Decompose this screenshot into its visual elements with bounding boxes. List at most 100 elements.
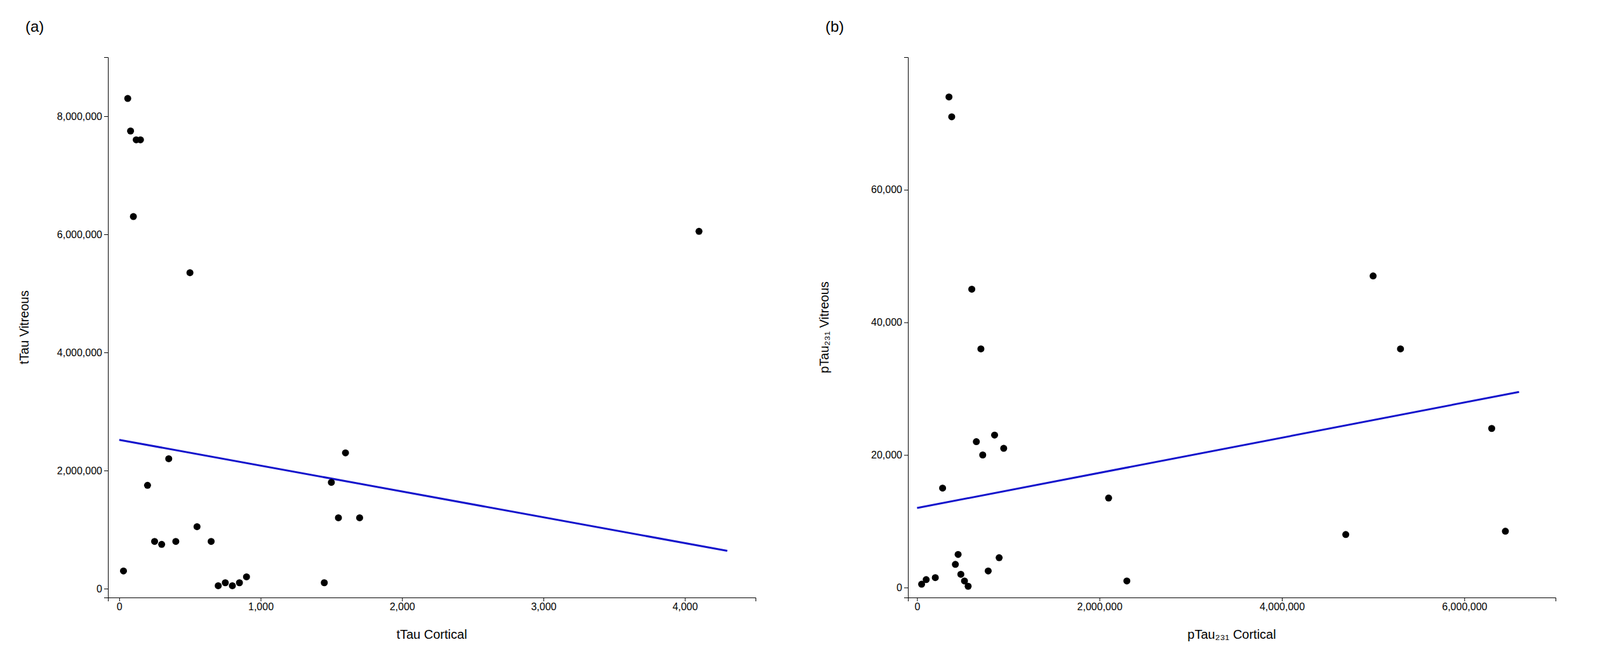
point <box>979 451 987 459</box>
axis-line <box>904 57 909 599</box>
tick-mark <box>1099 597 1101 602</box>
tick-mark <box>104 116 108 117</box>
tick: 4,000,000 <box>57 347 108 359</box>
point <box>120 567 127 575</box>
chart-root: 01,0002,0003,0004,00002,000,0004,000,000… <box>0 0 1600 661</box>
tick: 0 <box>914 597 920 613</box>
point <box>977 345 985 353</box>
plot-area: 01,0002,0003,0004,00002,000,0004,000,000… <box>57 57 757 613</box>
tick: 60,000 <box>871 184 908 195</box>
tick-mark <box>904 189 908 191</box>
point <box>335 514 343 522</box>
point <box>964 582 972 590</box>
tick: 4,000,000 <box>1259 597 1305 613</box>
tick-mark <box>1281 597 1283 602</box>
point <box>327 478 335 486</box>
tick-label: 4,000,000 <box>57 347 103 359</box>
y-axis: 0 2,000,000 4,000,000 6,000,000 8,000,000 <box>57 57 109 599</box>
tick: 0 <box>96 583 108 595</box>
tick-label: 2,000,000 <box>57 465 103 477</box>
x-axis-title: pTau₂₃₁ Cortical <box>1187 627 1276 642</box>
point <box>954 551 962 559</box>
marks <box>119 95 728 590</box>
point <box>126 127 134 135</box>
tick: 40,000 <box>871 316 908 328</box>
tick-label: 0 <box>914 601 920 613</box>
x-axis: 0 2,000,000 4,000,000 6,000,000 <box>908 597 1557 613</box>
x-axis-title: tTau Cortical <box>396 627 467 642</box>
axis-line <box>104 57 109 599</box>
point <box>972 438 980 446</box>
point <box>995 554 1003 562</box>
point <box>991 431 999 439</box>
point <box>221 579 229 587</box>
tick-label: 20,000 <box>871 449 903 461</box>
tick: 20,000 <box>871 449 908 461</box>
point <box>207 537 215 545</box>
axis-line <box>908 598 1557 602</box>
tick: 0 <box>896 582 908 594</box>
tick: 6,000,000 <box>57 229 108 240</box>
tick-label: 4,000 <box>672 601 698 613</box>
tick-label: 2,000,000 <box>1077 601 1123 613</box>
tick-mark <box>104 470 108 472</box>
x-axis: 01,0002,0003,0004,000 <box>108 597 757 613</box>
point <box>144 481 152 489</box>
tick-mark <box>1464 597 1465 602</box>
point <box>158 540 166 548</box>
y-axis: 0 20,000 40,000 60,000 <box>871 57 908 599</box>
point <box>193 523 201 531</box>
marks <box>916 93 1519 590</box>
trend-line <box>916 391 1519 508</box>
point <box>1488 424 1496 432</box>
tick-mark <box>104 588 108 590</box>
tick-mark <box>685 597 686 602</box>
point <box>130 213 138 221</box>
point <box>1396 345 1404 353</box>
point <box>939 484 947 492</box>
point <box>968 285 976 293</box>
point <box>186 269 194 277</box>
point <box>932 573 940 581</box>
point <box>236 579 244 587</box>
tick-label: 60,000 <box>871 184 903 195</box>
tick: 0 <box>116 597 123 613</box>
point <box>1000 445 1007 453</box>
tick-mark <box>904 322 908 324</box>
panel-label: (b) <box>825 17 844 35</box>
point <box>342 449 350 457</box>
y-axis-title: pTau₂₃₁ Vitreous <box>817 281 832 374</box>
point <box>922 575 930 583</box>
point <box>137 136 145 144</box>
tick-label: 1,000 <box>248 601 274 613</box>
plot-area: 0 2,000,000 4,000,000 6,000,000 0 20,000 40,00… <box>871 57 1556 613</box>
point <box>1369 272 1377 280</box>
tick: 8,000,000 <box>57 111 108 122</box>
point <box>214 582 222 590</box>
tick-label: 6,000,000 <box>1441 601 1487 613</box>
tick-mark <box>543 597 545 602</box>
point <box>151 537 159 545</box>
point <box>945 93 953 101</box>
point <box>243 573 251 581</box>
tick-mark <box>401 597 403 602</box>
axis-line <box>108 598 757 602</box>
tick-label: 40,000 <box>871 316 903 328</box>
point <box>951 560 959 568</box>
point <box>1105 494 1113 502</box>
point <box>957 570 965 578</box>
point <box>165 455 173 463</box>
point <box>984 567 992 575</box>
tick: 2,000,000 <box>57 465 108 477</box>
point <box>356 514 364 522</box>
point <box>320 579 328 587</box>
tick: 6,000,000 <box>1441 597 1487 613</box>
tick-label: 0 <box>96 583 103 595</box>
tick: 1,000 <box>248 597 274 613</box>
tick: 3,000 <box>530 597 557 613</box>
tick-mark <box>104 352 108 354</box>
tick: 4,000 <box>672 597 698 613</box>
tick-label: 3,000 <box>530 601 557 613</box>
tick-label: 0 <box>116 601 123 613</box>
panel: 01,0002,0003,0004,00002,000,0004,000,000… <box>17 17 757 642</box>
